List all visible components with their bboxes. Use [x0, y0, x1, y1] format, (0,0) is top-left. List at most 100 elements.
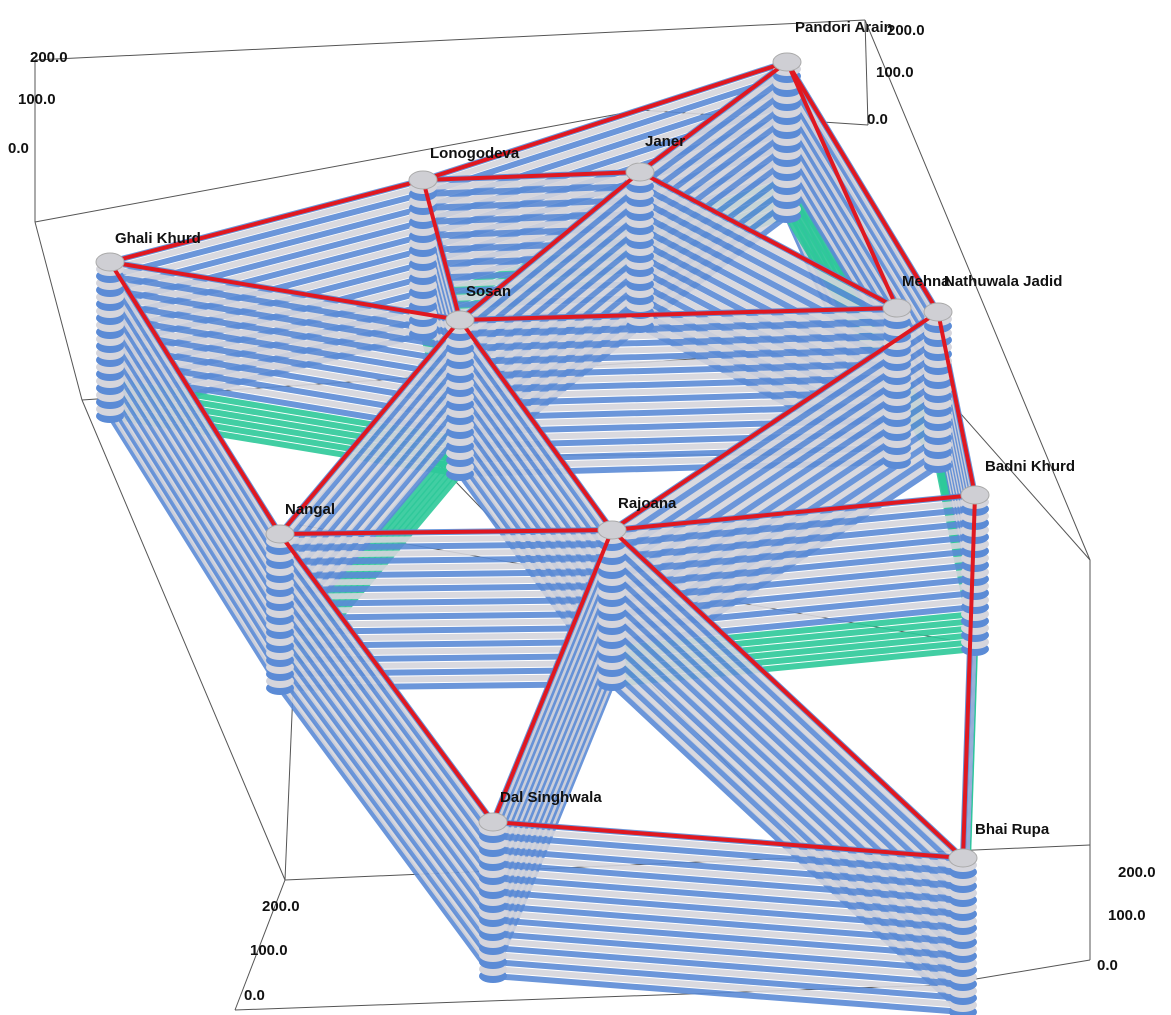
node-label: Pandori Arain	[795, 19, 893, 36]
location-node	[772, 52, 802, 72]
location-node	[948, 848, 978, 868]
location-node	[625, 162, 655, 182]
trajectory-band	[107, 371, 283, 649]
trajectory-band	[490, 959, 966, 1001]
trajectory-band	[107, 357, 283, 635]
location-node	[960, 485, 990, 505]
axis-tick-label: 100.0	[1108, 907, 1146, 924]
trajectory-band	[277, 636, 496, 930]
trajectory-band	[277, 615, 496, 909]
route-line	[610, 493, 977, 532]
trajectory-band	[420, 190, 643, 204]
box-edge	[864, 19, 869, 126]
trajectory-band	[609, 534, 978, 575]
axis-tick-label: 0.0	[1097, 957, 1118, 974]
box-edge	[864, 19, 1091, 561]
trajectory-band	[277, 538, 496, 832]
trajectory-band	[490, 917, 966, 959]
location-node	[445, 310, 475, 330]
node-label: Ghali Khurd	[115, 230, 201, 247]
trajectory-band	[107, 287, 283, 565]
trajectory-band	[637, 80, 790, 196]
trajectory-band	[490, 882, 966, 924]
location-node	[265, 524, 295, 544]
route-line	[278, 532, 495, 824]
route-line	[610, 310, 940, 532]
trajectory-band	[609, 527, 978, 568]
trajectory-band	[277, 534, 615, 544]
trajectory-band	[609, 548, 978, 589]
trajectory-band	[490, 903, 966, 945]
box-edge	[34, 109, 641, 223]
trajectory-band	[457, 183, 643, 337]
trajectory-band	[609, 569, 966, 903]
trajectory-band	[457, 347, 900, 365]
trajectory-band	[107, 322, 283, 600]
trajectory-band	[107, 280, 283, 558]
trajectory-band	[277, 552, 496, 846]
trajectory-band	[277, 590, 615, 600]
trajectory-band	[107, 308, 283, 586]
trajectory-band	[107, 266, 283, 544]
trajectory-band	[457, 176, 643, 330]
trajectory-band	[490, 868, 966, 910]
location-node	[923, 302, 953, 322]
route-line	[491, 528, 614, 824]
trajectory-band	[107, 315, 283, 593]
axis-tick-label: 0.0	[244, 987, 265, 1004]
trajectory-band	[609, 499, 978, 540]
trajectory-band	[490, 896, 966, 938]
trajectory-band	[277, 608, 496, 902]
trajectory-band	[107, 406, 283, 684]
trajectory-band	[784, 87, 941, 343]
trajectory-band	[107, 287, 463, 351]
route-line	[421, 170, 642, 182]
trajectory-band	[107, 329, 463, 393]
trajectory-band	[107, 308, 463, 372]
axis-tick-label: 0.0	[8, 140, 29, 157]
trajectory-band	[609, 513, 978, 554]
trajectory-band	[609, 541, 978, 582]
route-line	[785, 60, 899, 310]
location-node	[95, 252, 125, 272]
trajectory-band	[490, 826, 966, 868]
trajectory-band	[277, 587, 496, 881]
axis-top-left: 200.0 100.0 0.0	[8, 49, 68, 157]
trajectory-band	[457, 333, 900, 351]
trajectory-band	[277, 657, 496, 951]
trajectory-band	[490, 966, 966, 1008]
route-line	[936, 310, 977, 497]
trajectory-band	[277, 555, 615, 565]
axis-tick-label: 200.0	[30, 49, 68, 66]
trajectory-band	[277, 576, 615, 586]
trajectory-band	[609, 562, 966, 896]
trajectory-band	[490, 973, 966, 1015]
location-node	[882, 298, 912, 318]
trajectory-band	[107, 301, 463, 365]
trajectory-band	[490, 854, 966, 896]
trajectory-band	[107, 378, 283, 656]
trajectory-band	[490, 847, 966, 889]
trajectory-band	[609, 548, 966, 882]
axis-bottom-right: 200.0 100.0 0.0	[1097, 864, 1156, 974]
node-label: Nathuwala Jadid	[944, 273, 1062, 290]
axis-tick-label: 100.0	[250, 942, 288, 959]
location-node	[597, 520, 627, 540]
trajectory-band	[277, 685, 496, 979]
trajectory-band	[277, 629, 496, 923]
trajectory-band	[609, 506, 978, 547]
route-line	[961, 493, 977, 860]
node-label: Janer	[645, 133, 685, 150]
trajectory-band	[490, 910, 966, 952]
trajectory-band	[107, 266, 463, 330]
trajectory-band	[784, 94, 941, 350]
node-labels: Pandori Arain Lonogodeva Janer Ghali Khu…	[115, 19, 1075, 838]
trajectory-band	[784, 66, 941, 322]
axis-tick-label: 0.0	[867, 111, 888, 128]
trajectory-band	[107, 273, 283, 551]
node-label: Mehna	[902, 273, 950, 290]
trajectory-band	[490, 938, 966, 980]
stacked-trajectory-layer	[96, 55, 989, 1015]
trajectory-band	[277, 345, 463, 565]
trajectory-band	[107, 399, 283, 677]
